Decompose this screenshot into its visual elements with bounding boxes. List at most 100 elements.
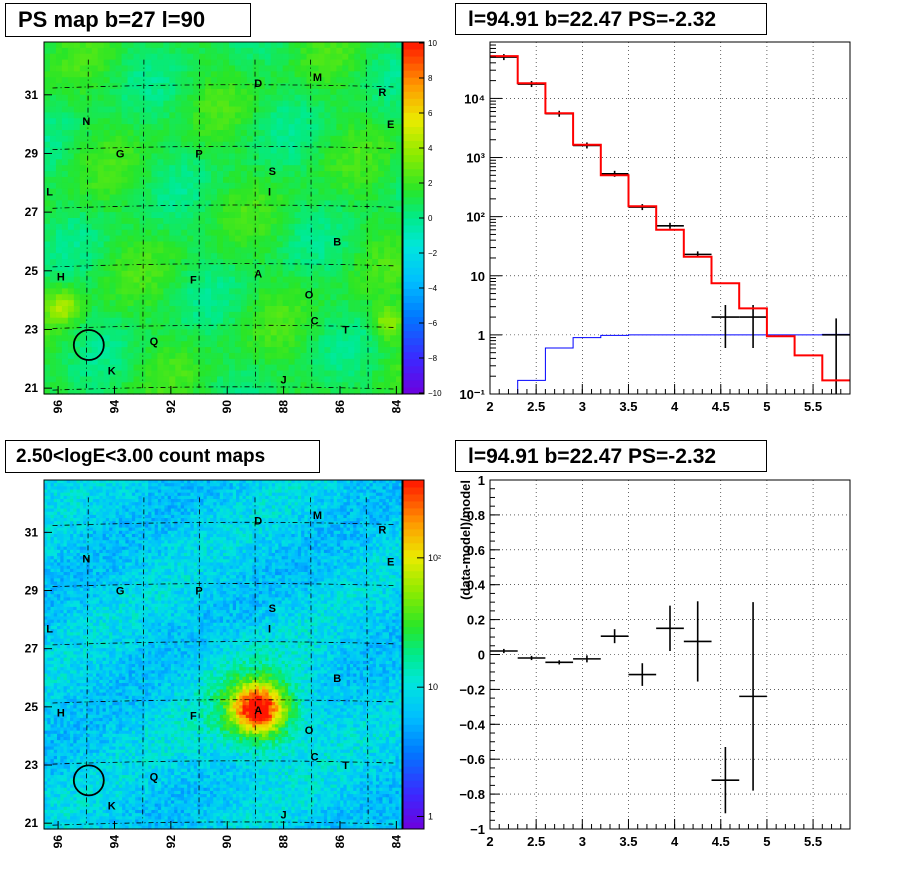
spectrum-xtick-label: 2.5 [527,399,545,414]
count-map-xtick-label: 86 [333,835,347,849]
count-map-colorbar: 10² 10 1 [402,479,441,830]
count-map-source-label: D [254,516,262,528]
count-map-source-label: H [57,708,65,720]
ps-map-title: PS map b=27 l=90 [5,3,251,37]
ps-map-colorbar: 10 8 6 4 2 0 −2 −4 −6 −8 −10 [402,39,442,398]
residual-ytick-label: 1 [478,473,485,488]
ps-map-source-label: S [269,166,276,178]
ps-map-colorbar-label: 6 [428,109,433,118]
count-map-source-label: Q [150,772,159,784]
count-map-colorbar-frame [402,479,425,830]
count-map-source-label: T [342,760,349,772]
ps-map-colorbar-label: 10 [428,39,437,48]
spectrum-title: l=94.91 b=22.47 PS=-2.32 [455,3,767,35]
ps-map-colorbar-label: −4 [428,284,438,293]
residual-ytick-label: −0.4 [459,717,485,732]
ps-map-xtick-label: 88 [277,400,291,414]
count-map-marked-source-circle [72,764,105,797]
ps-map-colorbar-label: −2 [428,249,438,258]
count-map-source-label: P [195,586,202,598]
ps-map-source-label: G [116,149,125,161]
ps-map-colorbar-label: −6 [428,319,438,328]
spectrum-xtick-label: 5 [763,399,770,414]
ps-map-source-label: E [387,119,394,131]
ps-map-xtick-label: 92 [164,400,178,414]
ps-map-graticule [52,59,397,391]
count-map-source-label: L [46,623,53,635]
count-map-source-label: K [108,801,116,813]
count-map-source-label: A [254,705,262,717]
ps-map-ytick-label: 23 [25,322,39,336]
ps-map-source-label: Q [150,336,159,348]
spectrum-grid [490,42,850,394]
count-map-ytick-label: 29 [25,584,39,598]
ps-map-source-label: B [333,237,341,249]
ps-map-source-label: L [46,187,53,199]
count-map-colorbar-label: 10 [428,682,438,692]
spectrum-ytick-label: 10⁴ [464,91,485,106]
spectrum-ytick-label: 10 [471,269,485,284]
count-map-ytick-label: 27 [25,642,39,656]
ps-map-source-label: I [268,187,271,199]
ps-map-marked-source-circle [72,329,105,361]
spectrum-panel: 2 2.5 3 3.5 4 4.5 5 5.5 10⁴ 10³ 10² 10 1 10⁻¹ [459,41,851,414]
ps-map-source-label: P [195,149,202,161]
ps-map-source-labels: D M R N E G P S L I B H A F O C T Q K J [46,72,394,386]
count-map-source-label: S [269,603,276,615]
count-map-ytick-label: 31 [25,525,39,539]
residual-ytick-label: 0 [478,648,485,663]
spectrum-xtick-label: 3.5 [619,399,637,414]
ps-map-source-label: T [342,325,349,337]
residual-xtick-label: 5 [763,834,770,849]
count-map-title: 2.50<logE<3.00 count maps [5,440,320,473]
ps-map-ytick-label: 25 [25,264,39,278]
residual-ytick-label: −0.2 [459,682,485,697]
ps-map-xtick-label: 84 [389,400,403,414]
count-map-ytick-label: 23 [25,758,39,772]
ps-map-colorbar-label: 4 [428,144,433,153]
residual-points [490,601,767,814]
count-map-source-label: R [378,524,386,536]
count-map-source-label: J [281,810,287,822]
count-map-source-label: C [311,751,319,763]
ps-map-ytick-label: 21 [25,381,39,395]
count-map-source-label: G [116,586,125,598]
residual-panel: 2 2.5 3 3.5 4 4.5 5 5.5 1 0.8 0.6 0.4 0.2 0 −0.2 −0.4 −0… [458,473,851,849]
residual-ytick-label: 0.4 [467,578,486,593]
count-map-source-label: E [387,556,394,568]
residual-ytick-label: 0.8 [467,508,485,523]
count-map-xtick-label: 94 [108,835,122,849]
residual-xtick-label: 2 [486,834,493,849]
ps-map-source-label: D [254,78,262,90]
count-map-ytick-label: 25 [25,700,39,714]
residual-ytick-label: −0.8 [459,787,485,802]
count-map-frame [43,479,403,830]
count-map-colorbar-label: 1 [428,811,433,821]
count-map-xtick-label: 84 [389,835,403,849]
ps-map-frame [43,41,403,395]
count-map-xtick-label: 90 [220,835,234,849]
ps-map-source-label: R [378,87,386,99]
residual-grid [490,480,850,829]
spectrum-ytick-label: 10² [466,210,485,225]
count-map-source-label: M [313,510,322,522]
spectrum-xtick-label: 4.5 [712,399,730,414]
spectrum-data-points [490,54,850,394]
residual-ytick-label: 0.2 [467,613,485,628]
ps-map-source-label: N [82,116,90,128]
spectrum-background-model-line [490,333,850,395]
ps-map-source-label: O [305,289,314,301]
residual-ytick-label: 0.6 [467,543,485,558]
residual-xtick-label: 5.5 [804,834,822,849]
ps-map-source-label: J [281,374,287,386]
residual-xtick-label: 3 [579,834,586,849]
spectrum-xtick-label: 3 [579,399,586,414]
count-map-ytick-label: 21 [25,816,39,830]
ps-map-colorbar-label: 0 [428,214,433,223]
ps-map-colorbar-label: −8 [428,354,438,363]
residual-ylabel: (data-model)/model [458,480,473,600]
ps-map-xtick-label: 94 [108,400,122,414]
ps-map-colorbar-label: 2 [428,179,433,188]
ps-map-pixels [44,42,403,395]
